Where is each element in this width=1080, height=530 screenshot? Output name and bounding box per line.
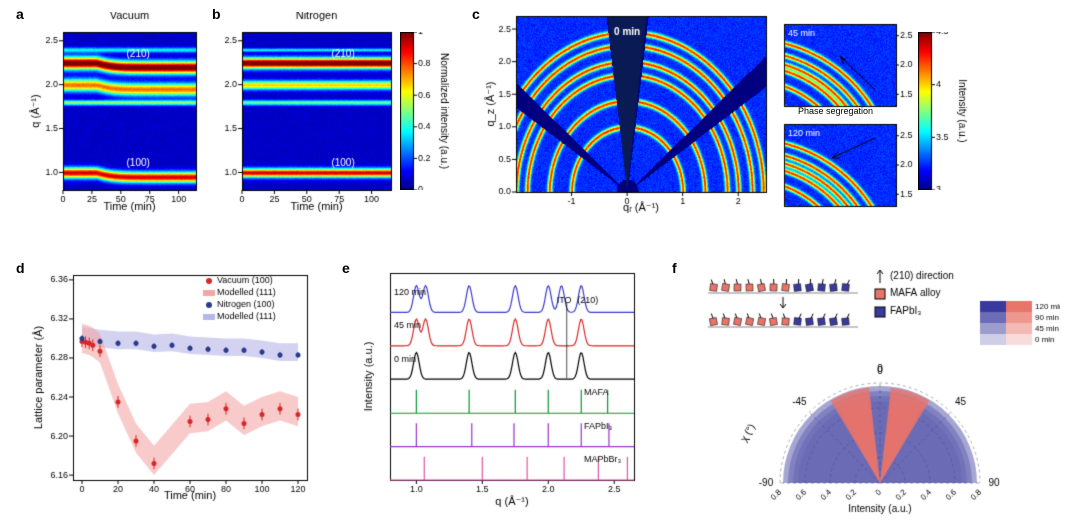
heatmap-b (220, 12, 395, 222)
heatmap-a (25, 12, 200, 222)
panel-f-label: f (672, 260, 677, 276)
colorbar-c (918, 32, 980, 190)
scatter-d (25, 265, 315, 510)
phase-segregation-label: Phase segregation (798, 106, 873, 116)
giwaxs-c-45 (780, 20, 926, 110)
giwaxs-c-120 (780, 120, 926, 210)
panel-e-label: e (342, 260, 350, 276)
polar-f (680, 265, 1060, 515)
lines-e (350, 265, 640, 510)
panel-a-label: a (16, 6, 24, 22)
panel-d-label: d (16, 260, 25, 276)
giwaxs-c-main (480, 12, 770, 222)
colorbar-ab (400, 32, 462, 190)
panel-c-label: c (472, 6, 480, 22)
figure-root: a b c d e f Phase segregation (0, 0, 1080, 530)
